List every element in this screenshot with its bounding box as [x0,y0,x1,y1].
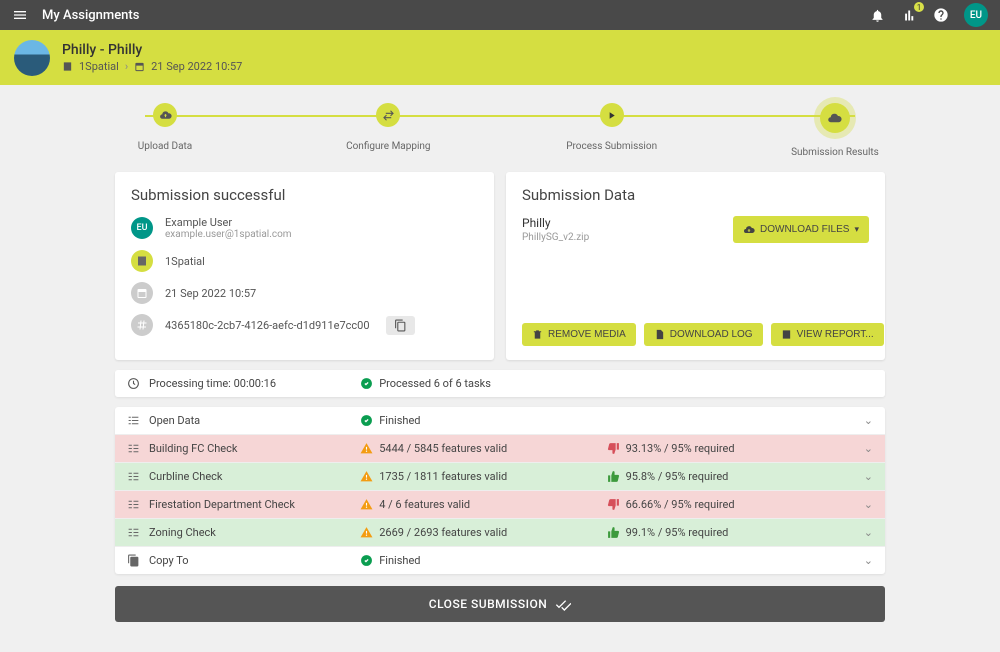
submission-card: Submission successful EU Example User ex… [115,172,494,360]
row-name: Copy To [149,554,360,567]
row-stat: 1735 / 1811 features valid [379,470,507,483]
user-row: EU Example User example.user@1spatial.co… [131,216,478,240]
download-files-button[interactable]: DOWNLOAD FILES ▾ [733,216,869,243]
guid-row: 4365180c-2cb7-4126-aefc-d1d911e7cc00 [131,314,478,336]
row-type-icon [127,470,149,483]
chevron-down-icon: ▾ [854,224,859,235]
status-icon [360,414,373,427]
status-icon [360,554,373,567]
table-row[interactable]: Firestation Department Check 4 / 6 featur… [115,490,885,518]
date-row: 21 Sep 2022 10:57 [131,282,478,304]
data-title: Submission Data [522,186,869,204]
row-type-icon [127,554,149,567]
step-upload[interactable]: Upload Data [115,103,215,152]
expand-icon[interactable]: ⌄ [853,526,873,539]
row-stat: 5444 / 5845 features valid [379,442,507,455]
org-icon [62,61,73,72]
table-row[interactable]: Building FC Check 5444 / 5845 features va… [115,434,885,462]
row-type-icon [127,414,149,427]
row-stat: 4 / 6 features valid [379,498,470,511]
processing-summary: Processing time: 00:00:16 Processed 6 of… [115,370,885,397]
status-icon [360,498,373,511]
expand-icon[interactable]: ⌄ [853,470,873,483]
report-icon [781,329,792,340]
step-process[interactable]: Process Submission [562,103,662,152]
row-name: Building FC Check [149,442,360,455]
trash-icon [532,329,543,340]
row-type-icon [127,442,149,455]
page-title: Philly - Philly [62,42,242,58]
org-icon [131,250,153,272]
submission-title: Submission successful [131,186,478,204]
copy-icon [394,319,407,332]
topbar-title: My Assignments [42,8,868,23]
row-name: Open Data [149,414,360,427]
tasks-processed: Processed 6 of 6 tasks [379,377,491,390]
row-type-icon [127,498,149,511]
cloud-upload-icon [159,109,172,122]
download-log-button[interactable]: DOWNLOAD LOG [644,323,763,346]
expand-icon[interactable]: ⌄ [853,554,873,567]
user-avatar: EU [131,217,153,239]
table-row[interactable]: Copy To Finished ⌄ [115,546,885,574]
bell-icon[interactable] [868,6,886,24]
results-table: Open Data Finished ⌄ Building FC Check 5444 … [115,407,885,574]
expand-icon[interactable]: ⌄ [853,498,873,511]
thumb-icon [607,526,620,539]
avatar[interactable]: EU [964,3,988,27]
row-type-icon [127,526,149,539]
table-row[interactable]: Curbline Check 1735 / 1811 features valid… [115,462,885,490]
table-row[interactable]: Open Data Finished ⌄ [115,407,885,434]
step-mapping[interactable]: Configure Mapping [338,103,438,152]
swap-icon [382,109,395,122]
check-icon [360,377,373,390]
chart-icon[interactable] [900,6,918,24]
breadcrumb: 1Spatial › 21 Sep 2022 10:57 [62,60,242,73]
calendar-icon [134,61,145,72]
expand-icon[interactable]: ⌄ [853,414,873,427]
file-icon [654,329,665,340]
assignment-avatar [14,40,50,76]
topbar: My Assignments EU [0,0,1000,30]
row-pct: 95.8% / 95% required [626,470,729,483]
done-all-icon [555,596,571,612]
calendar-icon [131,282,153,304]
status-icon [360,526,373,539]
row-pct: 93.13% / 95% required [626,442,735,455]
processing-time: Processing time: 00:00:16 [149,377,360,390]
clock-icon [127,377,149,390]
row-name: Zoning Check [149,526,360,539]
remove-media-button[interactable]: REMOVE MEDIA [522,323,636,346]
row-pct: 66.66% / 95% required [626,498,735,511]
status-icon [360,442,373,455]
row-name: Firestation Department Check [149,498,360,511]
cloud-download-icon [743,224,755,236]
cloud-done-icon [827,111,842,126]
thumb-icon [607,470,620,483]
table-row[interactable]: Zoning Check 2669 / 2693 features valid 99… [115,518,885,546]
play-icon [606,110,617,121]
org-row: 1Spatial [131,250,478,272]
expand-icon[interactable]: ⌄ [853,442,873,455]
row-stat: 2669 / 2693 features valid [379,526,507,539]
row-stat: Finished [379,554,420,567]
copy-button[interactable] [386,316,415,335]
thumb-icon [607,442,620,455]
row-stat: Finished [379,414,420,427]
help-icon[interactable] [932,6,950,24]
step-results[interactable]: Submission Results [785,103,885,158]
view-report-button[interactable]: VIEW REPORT... [771,323,884,346]
row-pct: 99.1% / 95% required [626,526,729,539]
close-submission-button[interactable]: CLOSE SUBMISSION [115,586,885,622]
data-meta: Philly PhillySG_v2.zip [522,216,589,243]
status-icon [360,470,373,483]
breadcrumb-banner: Philly - Philly 1Spatial › 21 Sep 2022 1… [0,30,1000,85]
hash-icon [131,314,153,336]
row-name: Curbline Check [149,470,360,483]
thumb-icon [607,498,620,511]
menu-icon[interactable] [12,7,28,23]
data-card: Submission Data Philly PhillySG_v2.zip D… [506,172,885,360]
stepper: Upload Data Configure Mapping Process Su… [115,103,885,158]
